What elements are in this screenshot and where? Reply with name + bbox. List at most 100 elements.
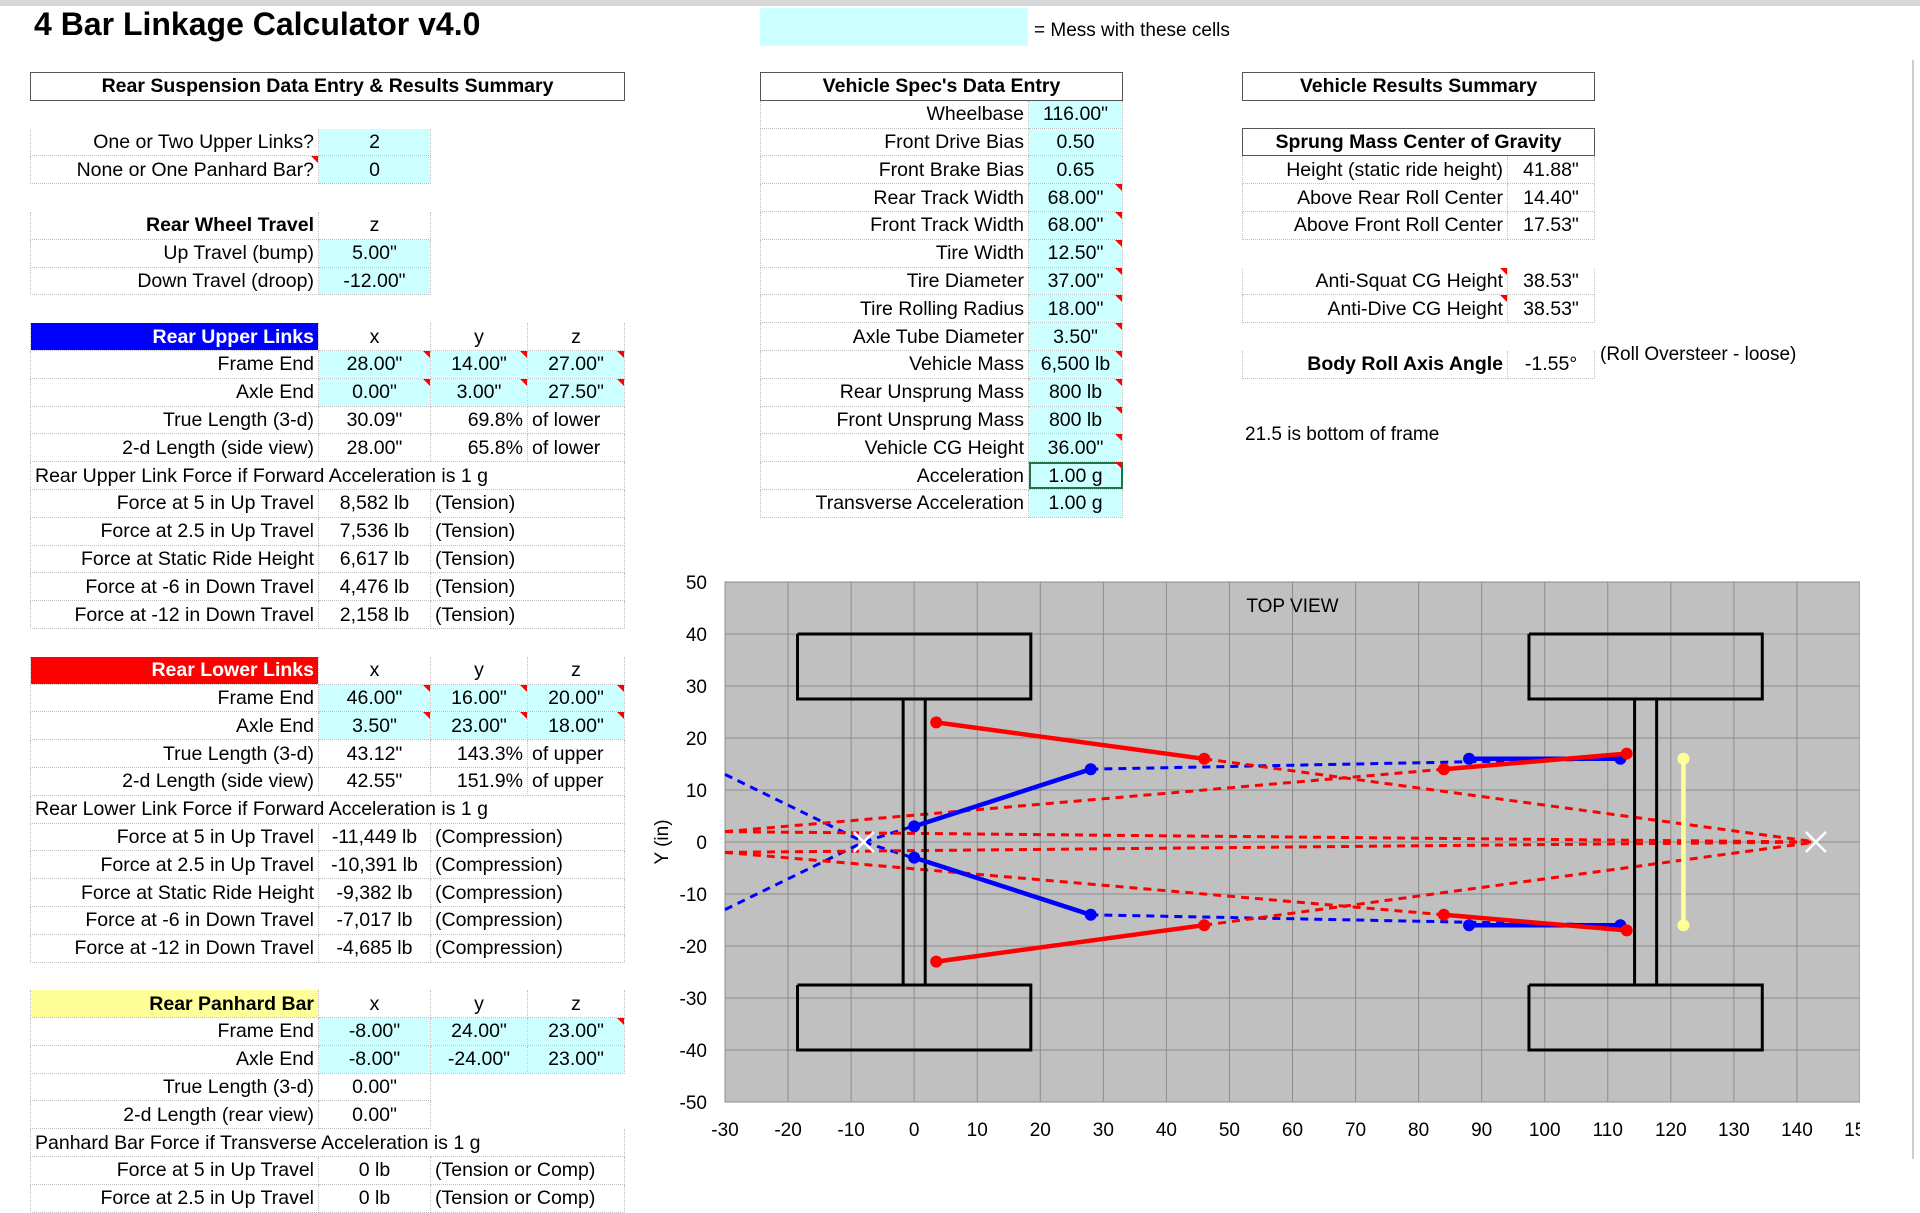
spec-value-cell[interactable]: 68.00" [1027, 210, 1124, 240]
up-travel-cell[interactable]: 5.00" [318, 238, 431, 268]
x-tick-label: 110 [1593, 1120, 1623, 1141]
spec-value-cell[interactable]: 0.65 [1027, 155, 1124, 185]
spec-value-cell[interactable]: 0.50 [1027, 127, 1124, 157]
lower-true-pct: 143.3% [430, 739, 528, 768]
panhard-axle-x[interactable]: -8.00" [318, 1044, 431, 1074]
page-title: 4 Bar Linkage Calculator v4.0 [34, 6, 481, 42]
lower-frame-y[interactable]: 16.00" [430, 683, 528, 713]
lower-side-length-label: 2-d Length (side view) [30, 766, 319, 796]
lower-col-x: x [318, 655, 431, 685]
spec-label: Rear Track Width [760, 183, 1029, 212]
spec-value-cell[interactable]: 6,500 lb [1027, 349, 1124, 379]
lower-axle-z[interactable]: 18.00" [526, 711, 626, 741]
chart-title: TOP VIEW [1246, 596, 1338, 617]
x-tick-label: 70 [1345, 1120, 1366, 1141]
spec-value-cell[interactable]: 68.00" [1027, 183, 1124, 212]
spec-value-cell[interactable]: 3.50" [1027, 322, 1124, 351]
x-tick-label: 80 [1408, 1120, 1429, 1141]
upper-side-pct: 65.8% [430, 433, 528, 463]
spec-label: Tire Width [760, 238, 1029, 268]
x-tick-label: -10 [837, 1120, 864, 1141]
lower-side-of: of upper [526, 766, 626, 796]
up-travel-label: Up Travel (bump) [30, 238, 319, 268]
panhard-axle-z[interactable]: 23.00" [526, 1044, 626, 1074]
lower-axle-x[interactable]: 3.50" [318, 711, 431, 741]
panhard-title: Rear Panhard Bar [30, 989, 319, 1019]
acceleration-cell-selected[interactable]: 1.00 g [1027, 461, 1124, 490]
upper-links-label: One or Two Upper Links? [30, 127, 319, 157]
upper-side-of: of lower [526, 433, 626, 463]
series-front-tire-right [1527, 983, 1764, 1052]
panhard-frame-z[interactable]: 23.00" [526, 1017, 626, 1046]
spec-label: Front Drive Bias [760, 127, 1029, 157]
upper-force-type: (Tension) [429, 600, 626, 629]
spec-label: Front Track Width [760, 210, 1029, 240]
upper-force-type: (Tension) [429, 572, 626, 602]
lower-true-length: 43.12" [318, 739, 431, 768]
above-front-label: Above Front Roll Center [1242, 210, 1508, 240]
upper-force-label: Force at -6 in Down Travel [30, 572, 319, 602]
x-tick-label: 30 [1093, 1120, 1114, 1141]
lower-frame-label: Frame End [30, 683, 319, 713]
spec-label: Wheelbase [760, 99, 1029, 129]
lower-force-label: Force at Static Ride Height [30, 878, 319, 907]
upper-frame-y[interactable]: 14.00" [430, 349, 528, 379]
lower-force-value: -7,017 lb [318, 905, 431, 935]
x-tick-label: 90 [1471, 1120, 1492, 1141]
spec-label: Front Brake Bias [760, 155, 1029, 185]
upper-force-label: Force at Static Ride Height [30, 544, 319, 574]
panhard-col-x: x [318, 989, 431, 1019]
lower-axle-label: Axle End [30, 711, 319, 741]
upper-force-type: (Tension) [429, 544, 626, 574]
lower-axle-y[interactable]: 23.00" [430, 711, 528, 741]
lower-col-y: y [430, 655, 528, 685]
spec-value-cell[interactable]: 800 lb [1027, 377, 1124, 407]
series-point [1620, 747, 1633, 760]
lower-force-type: (Compression) [429, 878, 626, 907]
upper-axle-x[interactable]: 0.00" [318, 377, 431, 407]
spec-value-cell[interactable]: 12.50" [1027, 238, 1124, 268]
upper-frame-z[interactable]: 27.00" [526, 349, 626, 379]
instant-center-marker [852, 831, 875, 853]
down-travel-cell[interactable]: -12.00" [318, 266, 431, 296]
series-point [1084, 908, 1097, 921]
wheel-travel-label: Rear Wheel Travel [30, 210, 319, 240]
upper-links-count-cell[interactable]: 2 [318, 127, 431, 157]
series-point [1463, 919, 1476, 932]
spec-value-cell[interactable]: 800 lb [1027, 405, 1124, 435]
spec-value-cell[interactable]: 1.00 g [1027, 488, 1124, 518]
upper-axle-y[interactable]: 3.00" [430, 377, 528, 407]
panhard-rear-length: 0.00" [318, 1100, 431, 1130]
panhard-frame-x[interactable]: -8.00" [318, 1017, 431, 1046]
lower-force-value: -9,382 lb [318, 878, 431, 907]
y-tick-label: 20 [686, 729, 707, 750]
panhard-force-value: 0 lb [318, 1183, 431, 1213]
lower-side-pct: 151.9% [430, 766, 528, 796]
lower-frame-x[interactable]: 46.00" [318, 683, 431, 713]
upper-frame-x[interactable]: 28.00" [318, 349, 431, 379]
lower-frame-z[interactable]: 20.00" [526, 683, 626, 713]
y-tick-label: -10 [680, 885, 707, 906]
panhard-count-cell[interactable]: 0 [318, 155, 431, 185]
instant-center-marker [1804, 831, 1827, 853]
antidive-label: Anti-Dive CG Height [1242, 294, 1508, 324]
panhard-force-type: (Tension or Comp) [429, 1183, 626, 1213]
x-tick-label: 150 [1844, 1120, 1860, 1141]
series-rear-lower-projection-r [1204, 840, 1817, 927]
panhard-frame-y[interactable]: 24.00" [430, 1017, 528, 1046]
y-tick-label: 50 [686, 573, 707, 594]
spec-value-cell[interactable]: 36.00" [1027, 433, 1124, 463]
upper-axle-z[interactable]: 27.50" [526, 377, 626, 407]
spec-value-cell[interactable]: 18.00" [1027, 294, 1124, 324]
frame-note: 21.5 is bottom of frame [1245, 424, 1440, 445]
roll-note: (Roll Oversteer - loose) [1600, 344, 1797, 365]
spec-label: Tire Diameter [760, 266, 1029, 296]
lower-force-value: -10,391 lb [318, 850, 431, 880]
upper-force-value: 8,582 lb [318, 488, 431, 518]
panhard-axle-y[interactable]: -24.00" [430, 1044, 528, 1074]
spec-value-cell[interactable]: 116.00" [1027, 99, 1124, 129]
rear-suspension-table: Rear Suspension Data Entry & Results Sum… [29, 72, 626, 1213]
series-rear-tire-left [796, 632, 1033, 701]
top-view-chart: -30 -20 -10 0 10 20 30 40 50 60 70 80 90 100 110 120 130… [652, 573, 1860, 1141]
spec-value-cell[interactable]: 37.00" [1027, 266, 1124, 296]
